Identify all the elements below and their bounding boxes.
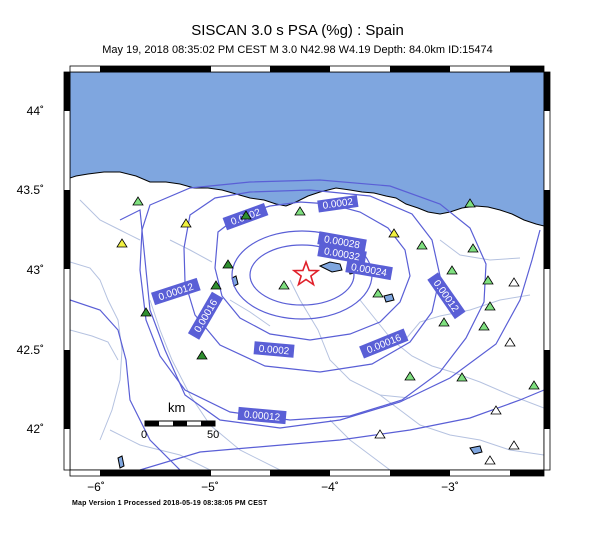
- station-marker: [116, 238, 128, 248]
- contour-label: 0.00012: [243, 409, 280, 423]
- station-marker: [294, 206, 306, 216]
- station-marker: [464, 198, 476, 208]
- sea-area: [70, 72, 544, 227]
- station-marker: [196, 350, 208, 360]
- station-marker: [132, 196, 144, 206]
- station-marker: [374, 429, 386, 439]
- lon-label: −4˚: [321, 480, 339, 494]
- psa-contours: [70, 179, 544, 470]
- station-marker: [478, 321, 490, 331]
- lon-label: −5˚: [201, 480, 219, 494]
- station-marker: [210, 280, 222, 290]
- station-marker: [446, 265, 458, 275]
- station-marker: [528, 380, 540, 390]
- lat-label: 44˚: [26, 104, 44, 118]
- scale-unit: km: [168, 400, 186, 415]
- station-marker: [484, 455, 496, 465]
- station-marker: [278, 280, 290, 290]
- station-marker: [490, 405, 502, 415]
- lat-label: 43˚: [26, 263, 44, 277]
- lat-label: 43.5˚: [16, 183, 44, 197]
- scale-start: 0: [141, 429, 148, 441]
- station-marker: [416, 240, 428, 250]
- contour-label: 0.0002: [258, 344, 290, 358]
- station-marker: [140, 307, 152, 317]
- station-marker: [504, 337, 516, 347]
- scale-end: 50: [207, 429, 220, 441]
- station-marker: [240, 210, 252, 220]
- lat-label: 42˚: [26, 422, 44, 436]
- station-marker: [467, 243, 479, 253]
- epicenter-star: [291, 259, 321, 287]
- map-subtitle: May 19, 2018 08:35:02 PM CEST M 3.0 N42.…: [102, 44, 493, 56]
- lon-label: −6˚: [87, 480, 105, 494]
- map-border: [63, 65, 551, 477]
- station-marker: [484, 301, 496, 311]
- station-marker: [508, 277, 520, 287]
- station-marker: [508, 440, 520, 450]
- station-marker: [456, 372, 468, 382]
- station-marker: [222, 259, 234, 269]
- station-marker: [438, 317, 450, 327]
- stations: [116, 196, 540, 465]
- station-marker: [372, 288, 384, 298]
- station-marker: [388, 228, 400, 238]
- map-title: SISCAN 3.0 s PSA (%g) : Spain: [191, 22, 404, 39]
- station-marker: [482, 275, 494, 285]
- contour-label: 0.0002: [322, 197, 354, 212]
- lon-label: −3˚: [441, 480, 459, 494]
- scale-bar: [144, 420, 216, 427]
- map-footer: Map Version 1 Processed 2018-05-19 08:38…: [72, 500, 268, 507]
- station-marker: [180, 218, 192, 228]
- lat-label: 42.5˚: [16, 343, 44, 357]
- rivers: [70, 199, 544, 470]
- station-marker: [404, 371, 416, 381]
